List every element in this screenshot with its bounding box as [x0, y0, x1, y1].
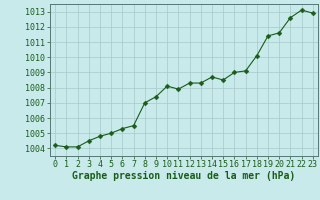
X-axis label: Graphe pression niveau de la mer (hPa): Graphe pression niveau de la mer (hPa) [72, 171, 296, 181]
